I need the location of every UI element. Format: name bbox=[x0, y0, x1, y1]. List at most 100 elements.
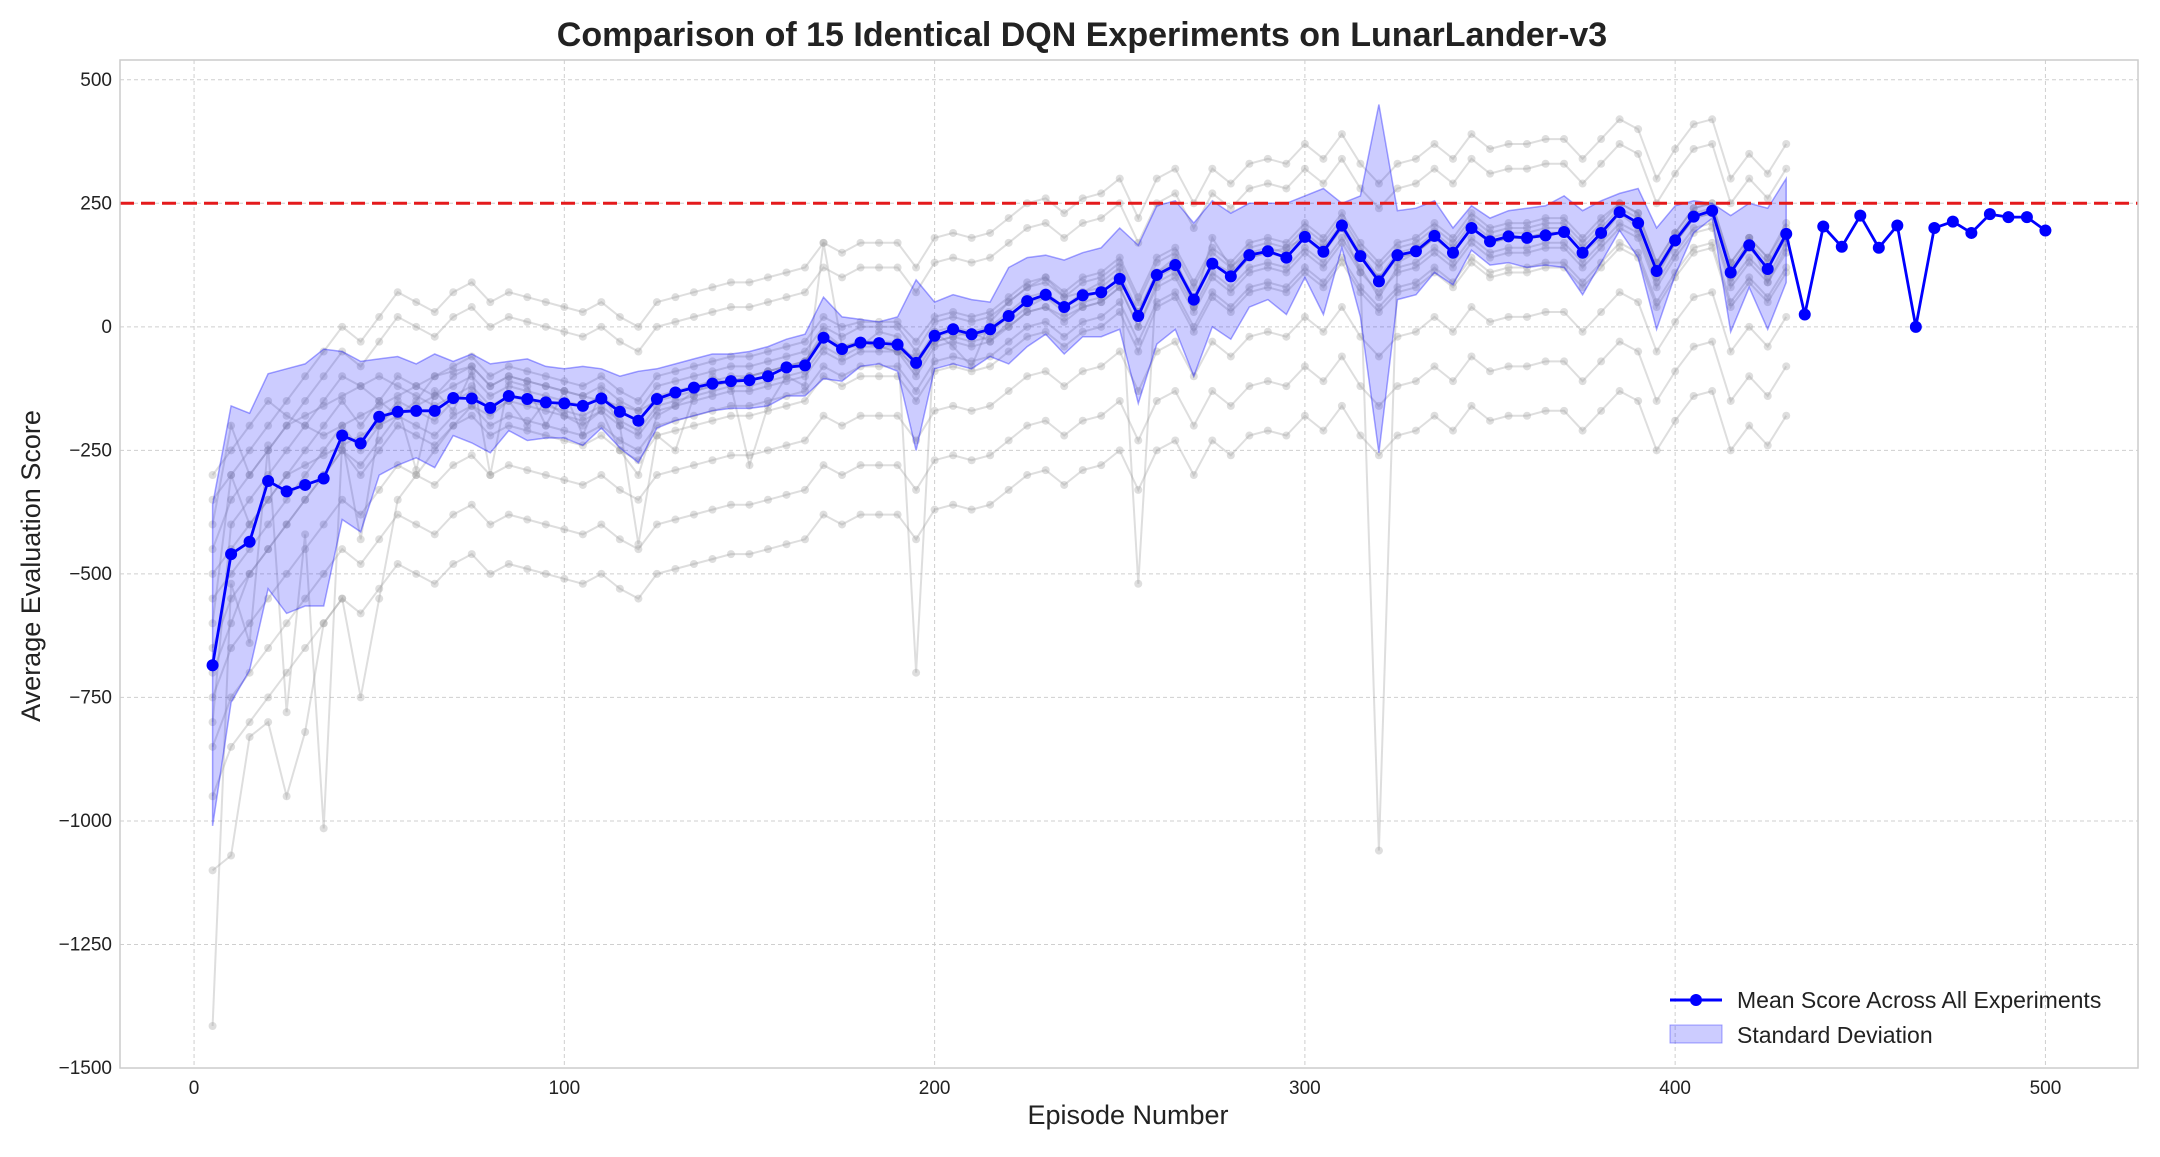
experiment-run-point bbox=[245, 718, 254, 727]
experiment-run-point bbox=[949, 312, 958, 321]
experiment-run-point bbox=[264, 545, 273, 554]
experiment-run-point bbox=[1411, 283, 1420, 292]
experiment-run-point bbox=[1615, 337, 1624, 346]
experiment-run-point bbox=[1023, 308, 1032, 316]
experiment-run-point bbox=[1263, 327, 1272, 336]
experiment-run-point bbox=[1467, 401, 1476, 410]
mean-point bbox=[632, 414, 645, 427]
experiment-run-point bbox=[375, 396, 384, 405]
experiment-run-point bbox=[375, 446, 384, 455]
experiment-run-point bbox=[967, 456, 976, 465]
experiment-run-point bbox=[227, 471, 236, 480]
experiment-run-point bbox=[819, 238, 828, 247]
experiment-run-point bbox=[245, 495, 254, 504]
mean-point bbox=[1817, 220, 1830, 233]
experiment-run-point bbox=[1134, 337, 1143, 346]
experiment-run-point bbox=[689, 392, 698, 400]
experiment-run-point bbox=[1041, 466, 1050, 475]
experiment-run-point bbox=[1226, 308, 1235, 316]
experiment-run-point bbox=[1541, 135, 1550, 144]
experiment-run-point bbox=[1467, 238, 1476, 247]
experiment-run-point bbox=[1689, 228, 1698, 237]
experiment-run-point bbox=[1430, 164, 1439, 173]
experiment-run-point bbox=[467, 352, 476, 361]
experiment-run-point bbox=[1171, 164, 1180, 173]
experiment-run-point bbox=[208, 1022, 217, 1030]
mean-point bbox=[1039, 288, 1052, 301]
experiment-run-point bbox=[504, 461, 513, 470]
experiment-run-point bbox=[1745, 174, 1754, 183]
experiment-run-point bbox=[597, 322, 606, 331]
experiment-run-point bbox=[1041, 219, 1050, 228]
experiment-run-point bbox=[1411, 179, 1420, 188]
experiment-run-point bbox=[856, 411, 865, 420]
experiment-run-point bbox=[930, 505, 939, 514]
experiment-run-point bbox=[375, 594, 384, 603]
mean-point bbox=[1391, 249, 1404, 262]
experiment-run-point bbox=[1115, 253, 1124, 262]
experiment-run-point bbox=[1486, 268, 1495, 277]
experiment-run-point bbox=[467, 278, 476, 287]
experiment-run-point bbox=[227, 619, 236, 628]
experiment-run-point bbox=[1671, 248, 1680, 257]
experiment-run-point bbox=[486, 298, 495, 307]
experiment-run-point bbox=[1097, 298, 1106, 307]
experiment-run-point bbox=[1004, 298, 1013, 307]
experiment-run-point bbox=[726, 550, 735, 559]
experiment-run-point bbox=[301, 421, 310, 430]
experiment-run-point bbox=[1337, 303, 1346, 312]
experiment-run-point bbox=[393, 510, 402, 519]
mean-point bbox=[1335, 219, 1348, 232]
y-tick-label: −1000 bbox=[59, 811, 112, 832]
experiment-run-point bbox=[1597, 357, 1606, 366]
experiment-run-point bbox=[1430, 362, 1439, 371]
experiment-run-point bbox=[745, 387, 754, 396]
experiment-run-point bbox=[1004, 238, 1013, 247]
experiment-run-point bbox=[838, 421, 847, 430]
experiment-run-point bbox=[1189, 283, 1198, 292]
experiment-run-point bbox=[1208, 337, 1217, 346]
experiment-run-point bbox=[356, 382, 365, 391]
experiment-run-point bbox=[356, 461, 365, 470]
experiment-run-point bbox=[1541, 159, 1550, 168]
experiment-run-point bbox=[430, 441, 439, 450]
experiment-run-line bbox=[211, 221, 1788, 525]
experiment-run-point bbox=[967, 362, 976, 371]
experiment-run-point bbox=[1560, 406, 1569, 415]
experiment-run-point bbox=[1504, 362, 1513, 371]
experiment-run-point bbox=[1023, 308, 1032, 316]
experiment-run-point bbox=[1782, 411, 1791, 420]
experiment-run-point bbox=[1671, 253, 1680, 262]
mean-point bbox=[1983, 208, 1996, 221]
experiment-run-point bbox=[1615, 115, 1624, 124]
experiment-run-point bbox=[264, 446, 273, 455]
experiment-run-point bbox=[782, 441, 791, 450]
experiment-run-point bbox=[1152, 396, 1161, 405]
experiment-run-point bbox=[875, 347, 884, 356]
experiment-run-point bbox=[338, 392, 347, 400]
mean-point bbox=[595, 392, 608, 405]
experiment-run-point bbox=[652, 520, 661, 529]
mean-point bbox=[873, 337, 886, 350]
experiment-run-point bbox=[1597, 159, 1606, 168]
experiment-run-point bbox=[1597, 308, 1606, 316]
experiment-run-point bbox=[338, 421, 347, 430]
experiment-run-point bbox=[1763, 253, 1772, 262]
experiment-run-point bbox=[856, 322, 865, 331]
experiment-run-point bbox=[1597, 135, 1606, 144]
experiment-run-point bbox=[875, 263, 884, 272]
experiment-run-point bbox=[1226, 204, 1235, 213]
experiment-run-point bbox=[1504, 268, 1513, 277]
experiment-run-point bbox=[801, 372, 810, 381]
experiment-run-point bbox=[1300, 411, 1309, 420]
experiment-run-point bbox=[763, 401, 772, 410]
experiment-run-point bbox=[578, 392, 587, 400]
experiment-run-point bbox=[375, 421, 384, 430]
experiment-run-point bbox=[301, 411, 310, 420]
experiment-run-point bbox=[449, 367, 458, 376]
mean-point bbox=[1206, 257, 1219, 270]
experiment-run-point bbox=[338, 372, 347, 381]
mean-point bbox=[817, 331, 830, 344]
experiment-run-point bbox=[1356, 332, 1365, 341]
experiment-run-point bbox=[634, 495, 643, 504]
